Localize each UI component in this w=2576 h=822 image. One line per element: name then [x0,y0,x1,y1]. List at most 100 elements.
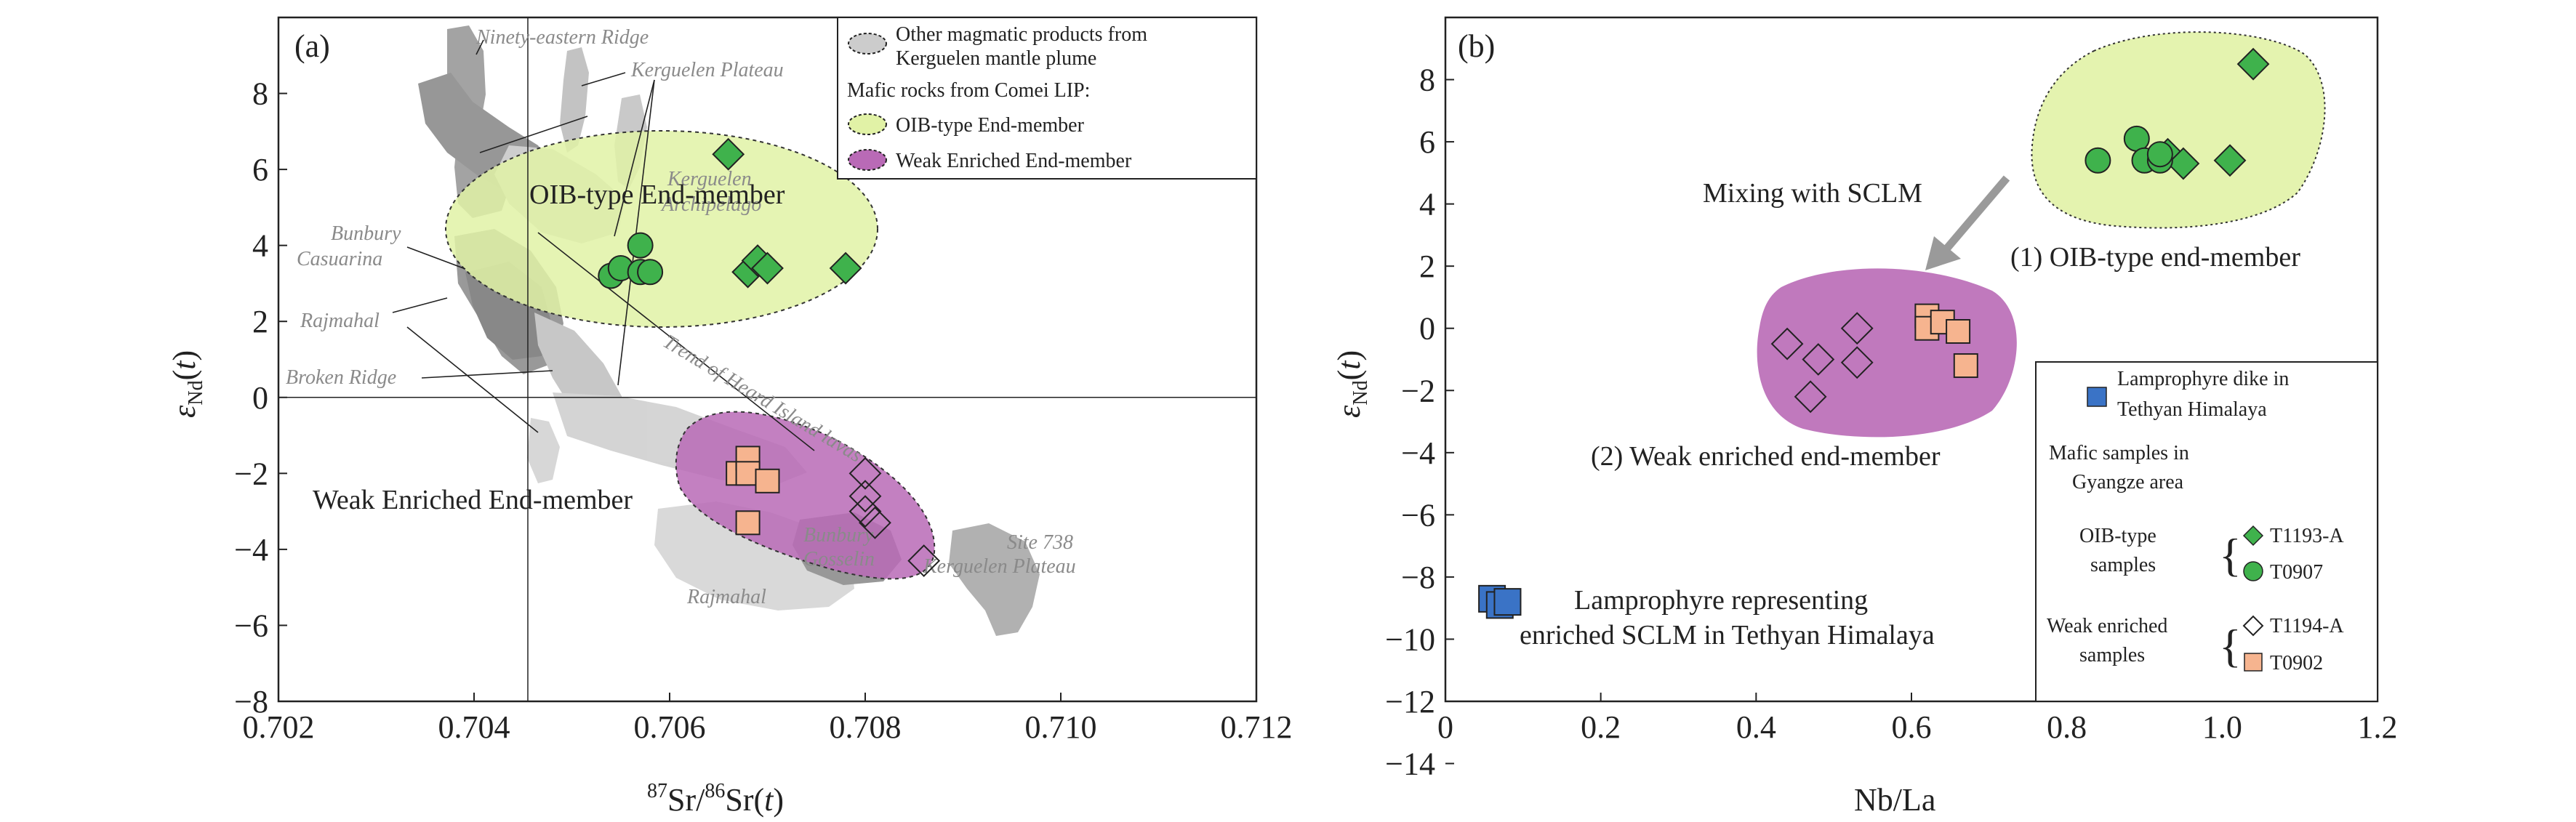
label-lamprophyre-1: Lamprophyre representing [1574,585,1868,616]
legend-mafic-1: Mafic samples in [2049,442,2189,464]
y-tick-label-b: 2 [1419,249,1435,284]
label-kerguelen-plateau: Kerguelen Plateau [630,59,784,81]
x-axis-label-b: Nb/La [1854,782,1935,818]
label-weak-end: (2) Weak enriched end-member [1591,441,1941,472]
label-rajmahal-2: Rajmahal [686,586,766,608]
legend-oib-1: OIB-type [2079,525,2156,547]
mixing-arrow [1925,175,2010,270]
site738-field [949,523,1040,636]
data-point-diamond-green [2236,47,2270,81]
legend-b: Lamprophyre dike in Tethyan Himalaya Maf… [2035,361,2378,702]
legend-lamp-2: Tethyan Himalaya [2117,398,2267,421]
label-rajmahal-1: Rajmahal [300,310,380,332]
y-tick-label-b: −14 [1385,746,1435,782]
label-ninety-east: Ninety-eastern Ridge [476,26,649,49]
data-point-square-orange [1946,319,1971,344]
y-tick-label-a: −2 [234,456,268,491]
legend-t0902: T0902 [2270,652,2323,674]
y-tick-label-a: 8 [252,76,268,112]
legend-item3: Weak Enriched End-member [896,150,1132,172]
oib-end-member-field [445,130,878,328]
data-point-square-orange [755,468,780,493]
y-tick-label-b: −10 [1385,621,1435,657]
kerguelen-plateau-field-1 [560,47,589,153]
label-site738-1: Site 738 [1007,531,1073,554]
panel-b: 0 0.2 0.4 0.6 0.8 1.0 1.2 8 6 4 2 0 −2 −4 −6 −8 −10 −12 −1… [1331,16,2398,818]
panel-label-b: (b) [1458,28,1495,64]
y-tick-label-b: −8 [1401,560,1435,595]
y-tick-label-a: 4 [252,228,268,264]
x-tick-label-b: 0.6 [1892,709,1932,745]
x-tick-label-b: 1.2 [2358,709,2398,745]
label-lamprophyre-2: enriched SCLM in Tethyan Himalaya [1520,620,1935,650]
x-tick-label-a: 0.702 [243,709,315,745]
legend-lamp-1: Lamprophyre dike in [2117,368,2289,390]
data-point-diamond-open [907,544,941,577]
y-tick-label-b: 6 [1419,124,1435,160]
data-point-diamond-open [1840,312,1874,345]
label-mixing: Mixing with SCLM [1703,178,1922,209]
legend-t1194: T1194-A [2270,615,2344,637]
legend-a: Other magmatic products from Kerguelen m… [837,17,1257,180]
label-bunbury-cas-2: Casuarina [297,248,382,270]
data-point-diamond-open [1802,343,1835,376]
legend-weak-1: Weak enriched [2047,615,2167,637]
data-point-diamond-green [829,251,862,285]
legend-brace-oib: { [2219,529,2242,581]
legend-header: Mafic rocks from Comei LIP: [847,79,1090,102]
x-tick-label-a: 0.706 [634,709,706,745]
label-site738-2: Kerguelen Plateau [923,555,1076,578]
data-point-diamond-green [2167,147,2200,180]
legend-brace-weak: { [2219,620,2242,672]
data-point-diamond-open [1770,327,1804,360]
label-bunbury-cas-1: Bunbury [331,222,401,245]
x-tick-label-b: 1.0 [2202,709,2242,745]
data-point-diamond-green [751,251,784,285]
y-tick-label-b: 4 [1419,187,1435,222]
x-tick-label-a: 0.710 [1025,709,1097,745]
data-point-diamond-green [712,137,745,171]
x-tick-label-a: 0.704 [438,709,510,745]
x-tick-label-b: 0.8 [2047,709,2087,745]
y-tick-label-a: −6 [234,608,268,643]
data-point-circle-green [637,259,664,286]
x-tick-label-b: 0 [1437,709,1453,745]
data-point-circle-green [2123,125,2150,152]
points-b [1478,47,2270,619]
label-weak-field: Weak Enriched End-member [313,485,633,515]
label-oib-field: OIB-type End-member [529,180,785,210]
label-broken-ridge: Broken Ridge [286,366,396,389]
data-point-diamond-green [2213,144,2247,177]
data-point-circle-green [2146,141,2173,168]
y-tick-label-b: 0 [1419,311,1435,347]
y-axis-label-a: εNd(t) [166,350,207,418]
x-tick-label-a: 0.712 [1221,709,1293,745]
data-point-square-orange [1953,353,1978,379]
y-tick-label-a: −4 [234,532,268,568]
legend-t0907: T0907 [2270,561,2323,584]
axis-ticks-a: 0.702 0.704 0.706 0.708 0.710 0.712 8 6 4 2 0 −2 −4 −… [234,76,1292,745]
panel-a: 0.702 0.704 0.706 0.708 0.710 0.712 8 6 4 2 0 −2 −4 −… [166,16,1293,818]
y-tick-label-a: 0 [252,380,268,416]
legend-item1-line1: Other magmatic products from [896,23,1147,46]
x-tick-label-b: 0.4 [1736,709,1776,745]
data-point-diamond-open [1794,380,1827,414]
label-kerguelen-arch-2: Archipelago [660,193,761,216]
axis-ticks-b: 0 0.2 0.4 0.6 0.8 1.0 1.2 8 6 4 2 0 −2 −4 −6 −8 −10 −12 −1… [1385,63,2397,782]
data-point-diamond-open [848,480,882,513]
label-oib-end: (1) OIB-type end-member [2010,242,2300,273]
weak-enriched-field-b [1757,268,2017,438]
data-point-circle-green [627,232,654,259]
data-point-circle-green [2085,147,2111,174]
points-a [598,137,941,577]
y-tick-label-a: 6 [252,152,268,188]
label-bunbury-gos-1: Bunbury [803,524,874,547]
data-point-square-orange [735,510,761,536]
data-point-square-blue [1493,588,1522,616]
y-axis-label-b: εNd(t) [1331,350,1372,418]
oib-end-member-field-b [2031,31,2326,229]
data-point-diamond-open [848,456,882,490]
y-tick-label-b: −6 [1401,497,1435,533]
y-tick-label-a: −8 [234,684,268,720]
